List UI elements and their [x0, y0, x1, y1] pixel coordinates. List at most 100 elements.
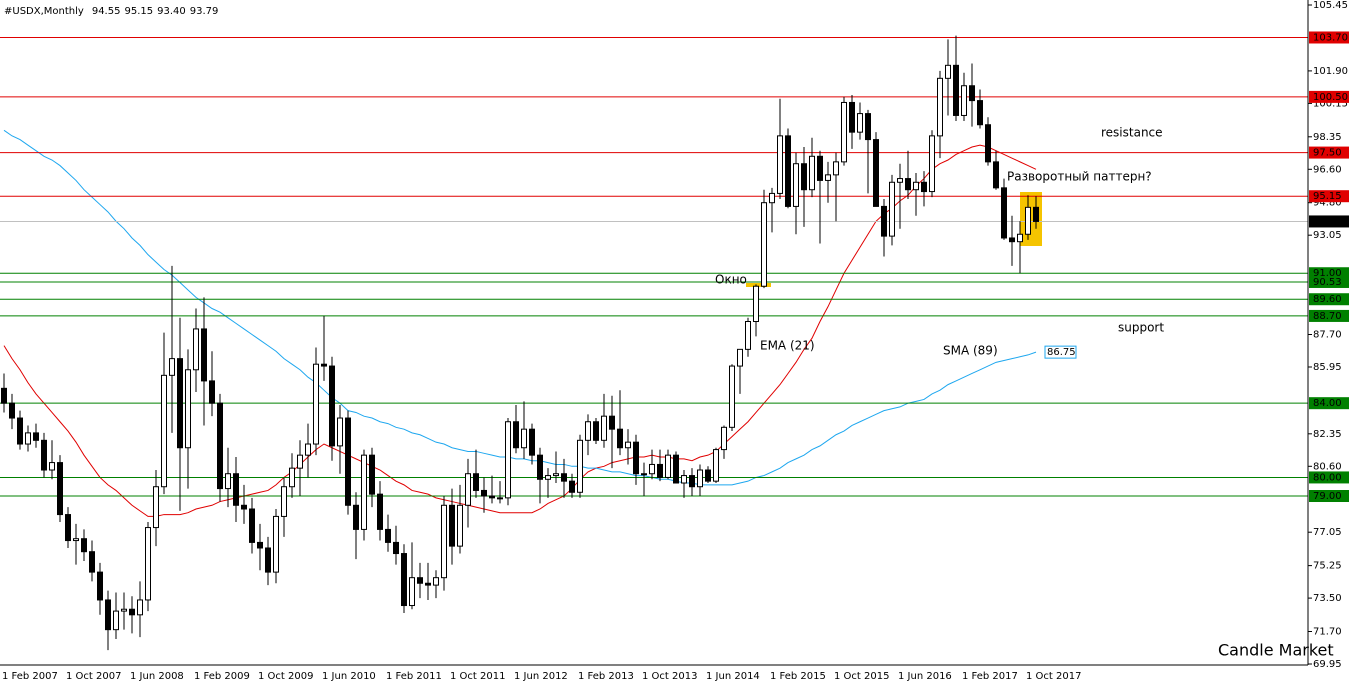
candle-body — [401, 553, 407, 607]
candle-body — [241, 504, 247, 510]
level-label: 88.70 — [1313, 311, 1342, 322]
level-label: 79.00 — [1313, 491, 1342, 502]
candle-body — [337, 417, 343, 447]
candle-body — [169, 358, 175, 376]
level-label: 103.70 — [1313, 32, 1348, 43]
x-tick-label: 1 Jun 2016 — [898, 671, 952, 682]
candle-body — [841, 101, 847, 163]
candle-body — [33, 432, 39, 441]
candle-body — [777, 135, 783, 194]
candle-body — [41, 439, 47, 471]
candle-body — [945, 64, 951, 79]
candle-body — [713, 449, 719, 482]
candle-body — [25, 432, 31, 445]
candle-body — [65, 514, 71, 542]
candle-body — [57, 462, 63, 516]
candle-body — [193, 328, 199, 371]
candle-body — [257, 541, 263, 549]
x-tick-label: 1 Oct 2015 — [834, 671, 889, 682]
candle-body — [89, 551, 95, 573]
candle-body — [905, 178, 911, 191]
level-label: 100.50 — [1313, 92, 1348, 103]
level-tag — [1309, 275, 1349, 288]
candle-body — [609, 415, 615, 430]
y-tick-label: 69.95 — [1313, 659, 1342, 670]
y-tick-label: 82.35 — [1313, 429, 1342, 440]
candle-body — [129, 608, 135, 616]
candle-body — [849, 101, 855, 133]
level-tag — [1309, 146, 1349, 159]
x-tick-label: 1 Feb 2007 — [2, 671, 58, 682]
candle-body — [201, 328, 207, 382]
candle-body — [529, 428, 535, 456]
candle-body — [913, 181, 919, 191]
moving-average — [3, 129, 1037, 486]
candle-body — [1001, 187, 1007, 239]
candle-body — [617, 428, 623, 449]
candle-body — [9, 402, 15, 419]
y-tick-label: 100.15 — [1313, 98, 1348, 109]
level-tag — [1309, 293, 1349, 306]
candle-body — [313, 363, 319, 445]
candle-body — [553, 473, 559, 477]
candle-body — [273, 515, 279, 573]
x-tick-label: 1 Feb 2015 — [770, 671, 826, 682]
level-tag — [1309, 31, 1349, 44]
current-price-tag — [1309, 215, 1349, 228]
x-tick-label: 1 Feb 2009 — [194, 671, 250, 682]
candle-body — [505, 421, 511, 499]
y-tick-label: 87.70 — [1313, 330, 1342, 341]
y-tick-label: 98.35 — [1313, 132, 1342, 143]
x-tick-label: 1 Jun 2012 — [514, 671, 568, 682]
level-tag — [1309, 490, 1349, 503]
level-label: 95.15 — [1313, 191, 1342, 202]
level-tag — [1309, 309, 1349, 322]
candle-body — [441, 504, 447, 579]
level-label: 84.00 — [1313, 398, 1342, 409]
y-tick-label: 94.80 — [1313, 198, 1342, 209]
candle-body — [657, 463, 663, 478]
candle-body — [297, 454, 303, 469]
candle-body — [817, 155, 823, 181]
candle-body — [785, 135, 791, 207]
candle-body — [473, 473, 479, 491]
candle-body — [49, 462, 55, 471]
candle-body — [633, 441, 639, 475]
candle-body — [425, 582, 431, 586]
candle-body — [377, 493, 383, 530]
candle-body — [161, 374, 167, 488]
y-tick-label: 71.70 — [1313, 627, 1342, 638]
candle-body — [961, 85, 967, 116]
candle-body — [601, 415, 607, 441]
level-label: 97.50 — [1313, 148, 1342, 159]
candle-body — [249, 508, 255, 543]
y-tick-label: 101.90 — [1313, 66, 1348, 77]
level-label: 80.00 — [1313, 472, 1342, 483]
level-tag — [1309, 397, 1349, 410]
candle-body — [825, 174, 831, 181]
level-label: 91.00 — [1313, 268, 1342, 279]
sma-label: SMA (89) — [943, 344, 998, 358]
candle-body — [537, 454, 543, 480]
candle-body — [545, 475, 551, 480]
level-tag — [1309, 90, 1349, 103]
candle-body — [993, 161, 999, 189]
plot-area — [0, 35, 1308, 651]
level-tag — [1309, 190, 1349, 203]
candle-body — [929, 135, 935, 193]
candle-body — [521, 428, 527, 449]
x-tick-label: 1 Oct 2007 — [66, 671, 121, 682]
y-tick-label: 77.05 — [1313, 527, 1342, 538]
candle-body — [1017, 233, 1023, 243]
candle-body — [833, 161, 839, 176]
x-tick-label: 1 Oct 2013 — [642, 671, 697, 682]
candle-body — [433, 577, 439, 586]
candle-body — [185, 369, 191, 449]
candle-body — [1033, 206, 1039, 222]
candle-body — [305, 443, 311, 456]
y-tick-label: 105.45 — [1313, 0, 1348, 11]
open-label: 94.55 — [92, 6, 121, 17]
candle-body — [81, 538, 87, 553]
